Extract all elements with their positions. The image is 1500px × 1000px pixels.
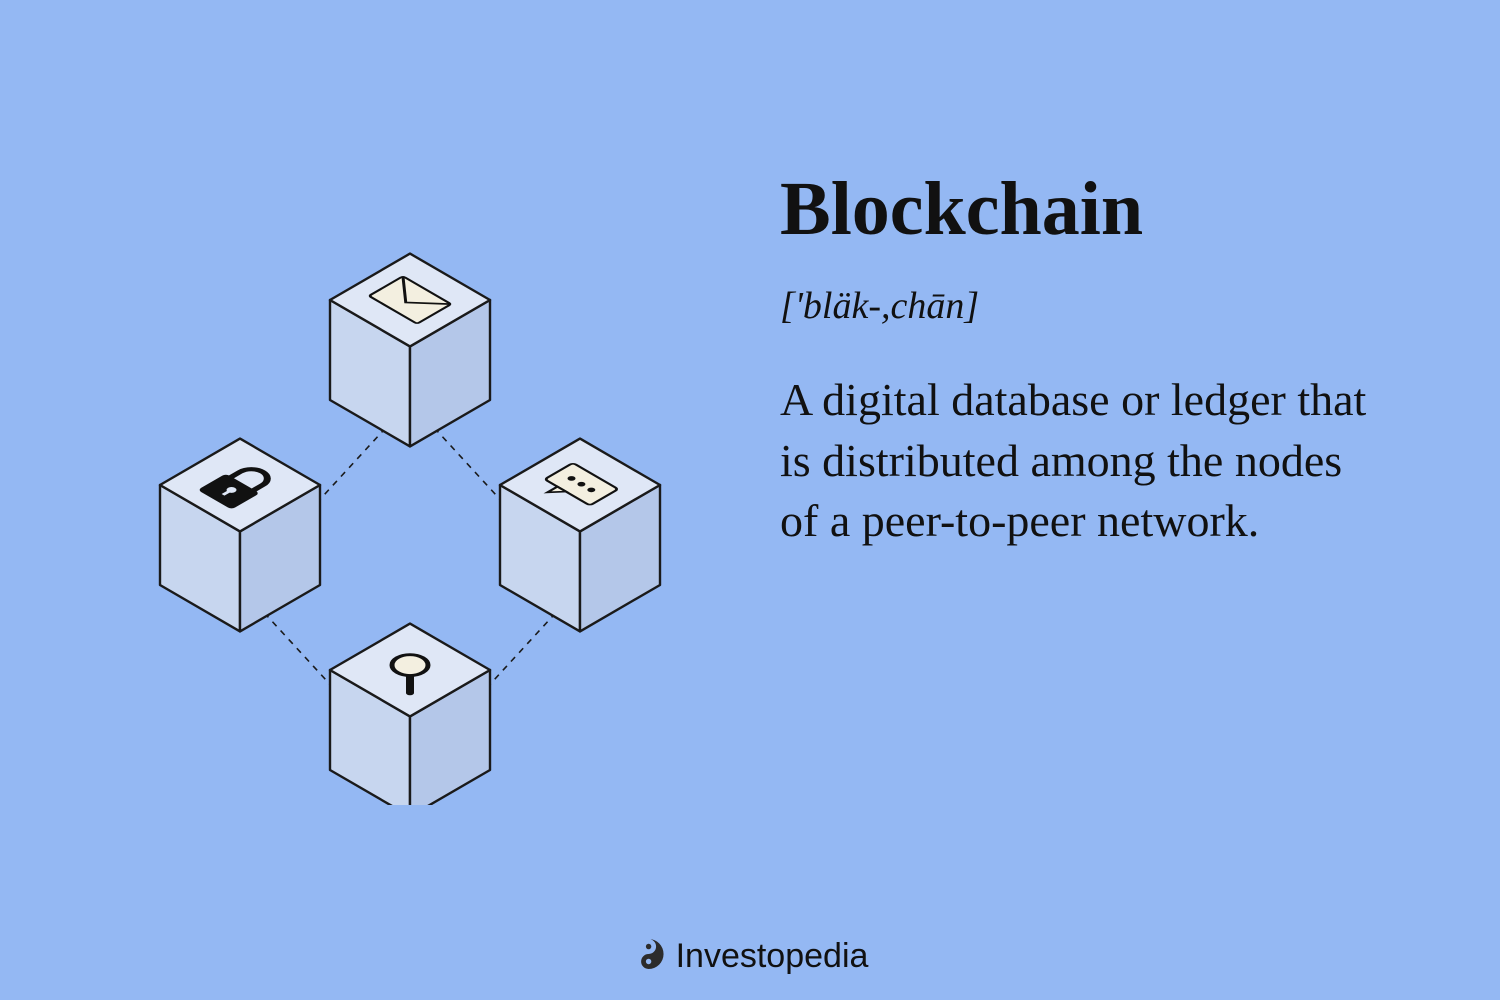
infographic-canvas: Blockchain ['bläk-,chān] A digital datab…: [0, 0, 1500, 1000]
term-title: Blockchain: [780, 170, 1380, 250]
pronunciation: ['bläk-,chān]: [780, 284, 1380, 328]
definition-block: Blockchain ['bläk-,chān] A digital datab…: [780, 170, 1380, 552]
blockchain-diagram: [115, 165, 705, 810]
brand-footer: Investopedia: [632, 937, 869, 976]
definition-text: A digital database or ledger that is dis…: [780, 370, 1380, 552]
cube-left: [160, 439, 320, 632]
cube-top: [330, 254, 490, 447]
cube-right: [500, 439, 660, 632]
brand-name: Investopedia: [676, 937, 869, 976]
cube-bottom: [330, 624, 490, 805]
investopedia-logo-icon: [632, 937, 666, 976]
